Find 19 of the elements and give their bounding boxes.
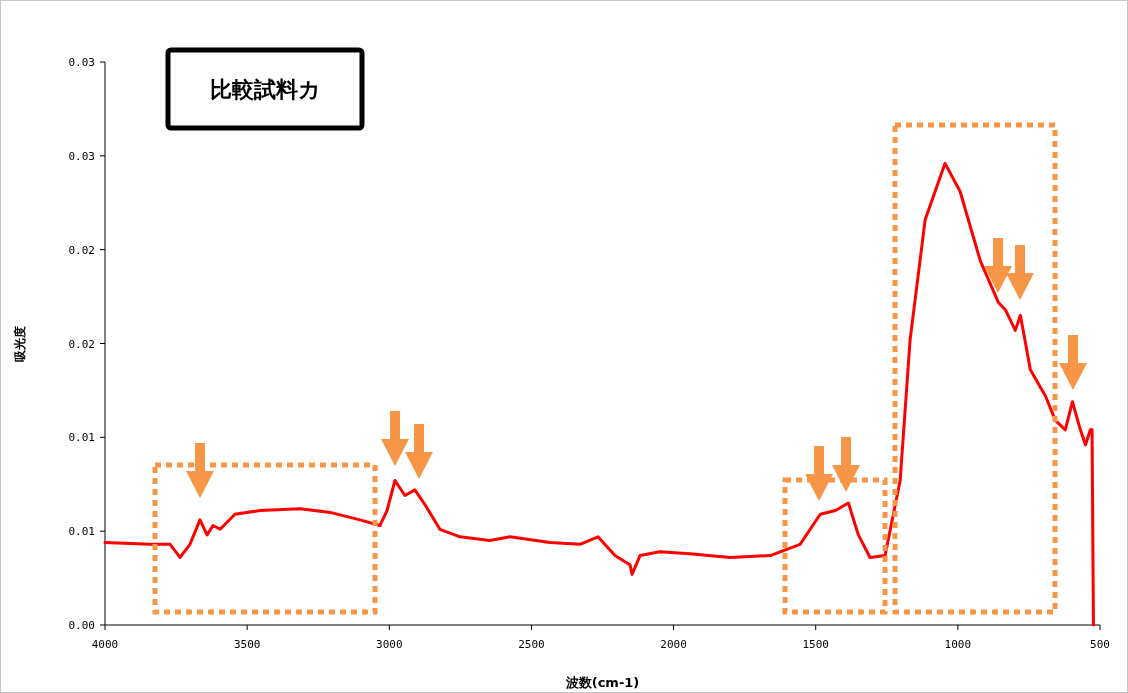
x-tick-label: 2500 [518,638,545,651]
y-axis-title: 吸光度 [13,325,27,362]
y-tick-label: 0.00 [68,619,95,632]
x-tick-label: 500 [1090,638,1110,651]
y-tick-label: 0.03 [68,56,95,69]
y-tick-label: 0.02 [68,243,95,257]
x-tick-label: 3000 [376,638,403,651]
text: 比較試料カ [209,77,321,102]
y-tick-label: 0.01 [68,431,95,445]
y-tick-label: 0.03 [68,149,95,163]
x-tick-label: 1500 [802,638,829,651]
x-tick-label: 1000 [944,638,972,651]
y-tick-label: 0.02 [68,337,95,351]
x-tick-label: 4000 [91,638,119,651]
x-tick-label: 2000 [660,638,687,651]
x-axis-title: 波数(cm-1) [564,675,640,690]
x-tick-label: 3500 [233,638,261,651]
line-series [103,161,1095,627]
y-tick-label: 0.01 [68,525,95,539]
